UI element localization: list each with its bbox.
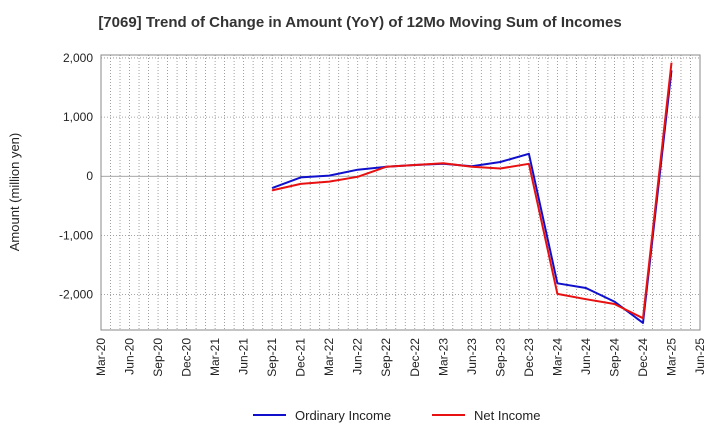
x-tick-label: Dec-22: [408, 338, 422, 377]
y-tick-label: 1,000: [63, 110, 93, 124]
series-lines: [271, 62, 673, 324]
x-tick-label: Jun-24: [579, 338, 593, 375]
x-tick-label: Mar-20: [94, 338, 108, 376]
axes: 2,000 1,000 0 -1,000 -2,000 Mar-20 Jun-20 Sep-2…: [59, 51, 707, 377]
x-tick-label: Sep-20: [151, 338, 165, 377]
x-tick-label: Jun-23: [465, 338, 479, 375]
x-tick-label: Mar-23: [436, 338, 450, 376]
x-tick-label: Jun-21: [237, 338, 251, 375]
x-tick-label: Dec-21: [294, 338, 308, 377]
x-tick-label: Mar-24: [550, 338, 564, 376]
series-line-net-income: [271, 62, 673, 320]
legend: Ordinary Income Net Income: [253, 408, 540, 423]
legend-label-net-income: Net Income: [474, 408, 540, 423]
x-tick-label: Sep-22: [379, 338, 393, 377]
x-tick-label: Mar-21: [208, 338, 222, 376]
plot-area-border: [100, 54, 701, 331]
y-tick-label: -2,000: [59, 288, 93, 302]
y-axis-title: Amount (million yen): [7, 133, 22, 252]
x-tick-label: Dec-20: [180, 338, 194, 377]
y-tick-label: 0: [86, 169, 93, 183]
x-tick-label: Sep-23: [493, 338, 507, 377]
chart-title: [7069] Trend of Change in Amount (YoY) o…: [98, 14, 622, 31]
y-tick-label: 2,000: [63, 51, 93, 65]
x-tick-label: Jun-25: [693, 338, 707, 375]
x-tick-label: Mar-25: [664, 338, 678, 376]
x-tick-label: Jun-22: [351, 338, 365, 375]
x-tick-label: Jun-20: [123, 338, 137, 375]
x-tick-label: Dec-24: [636, 338, 650, 377]
x-tick-label: Mar-22: [322, 338, 336, 376]
x-tick-label: Dec-23: [522, 338, 536, 377]
x-tick-label: Sep-21: [265, 338, 279, 377]
legend-label-ordinary-income: Ordinary Income: [295, 408, 391, 423]
grid: [101, 55, 700, 330]
x-tick-label: Sep-24: [607, 338, 621, 377]
y-tick-label: -1,000: [59, 228, 93, 242]
